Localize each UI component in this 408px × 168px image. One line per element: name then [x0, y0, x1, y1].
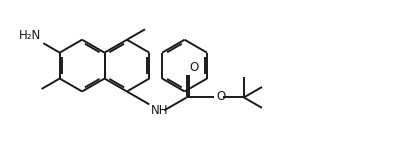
Text: H₂N: H₂N	[19, 29, 41, 42]
Text: NH: NH	[151, 104, 169, 117]
Text: O: O	[190, 60, 199, 74]
Text: O: O	[216, 90, 225, 103]
